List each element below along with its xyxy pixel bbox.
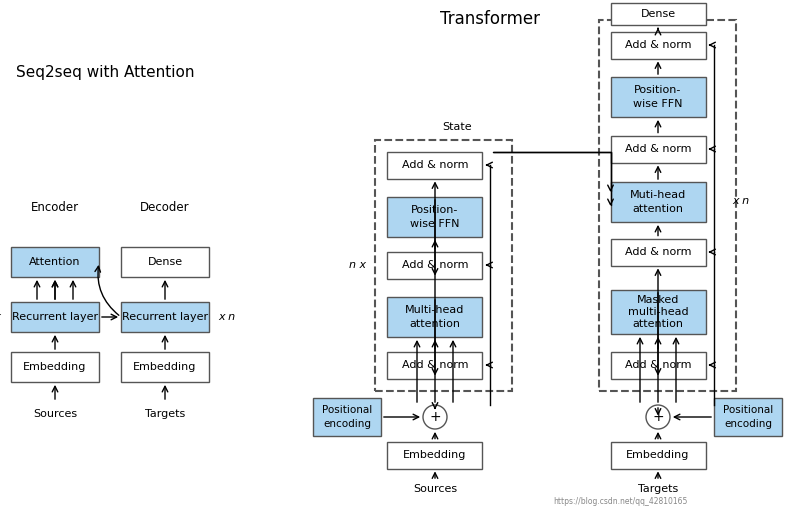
Text: Positional: Positional [723, 405, 773, 415]
Text: Encoder: Encoder [31, 200, 79, 213]
Text: https://blog.csdn.net/qq_42810165: https://blog.csdn.net/qq_42810165 [553, 497, 687, 506]
Text: Position-: Position- [411, 205, 458, 215]
Bar [313, 398, 381, 436]
Bar [387, 251, 482, 278]
Text: x n: x n [218, 312, 235, 322]
Text: Add & norm: Add & norm [625, 247, 691, 257]
Text: Add & norm: Add & norm [402, 260, 468, 270]
Text: Dense: Dense [147, 257, 182, 267]
Text: Add & norm: Add & norm [625, 360, 691, 370]
Bar [610, 3, 706, 25]
Bar [714, 398, 782, 436]
Text: attention: attention [633, 319, 683, 329]
Text: +: + [429, 410, 441, 424]
Text: +: + [652, 410, 664, 424]
Text: Dense: Dense [641, 9, 675, 19]
Text: Add & norm: Add & norm [625, 40, 691, 50]
Text: attention: attention [633, 204, 683, 214]
Bar [610, 31, 706, 58]
Text: multi-head: multi-head [628, 307, 688, 317]
Text: Embedding: Embedding [134, 362, 197, 372]
Text: Multi-head: Multi-head [406, 305, 465, 315]
Text: Position-: Position- [634, 85, 682, 95]
Bar [387, 197, 482, 237]
Text: Targets: Targets [638, 484, 678, 494]
Bar [375, 139, 513, 390]
Text: Add & norm: Add & norm [402, 360, 468, 370]
Bar [610, 77, 706, 117]
Bar [121, 247, 209, 277]
Text: Embedding: Embedding [403, 450, 466, 460]
Bar [610, 182, 706, 222]
Text: Muti-head: Muti-head [630, 190, 686, 200]
Bar [11, 302, 99, 332]
Text: Embedding: Embedding [23, 362, 86, 372]
Text: Add & norm: Add & norm [402, 160, 468, 170]
Text: Sources: Sources [413, 484, 457, 494]
Bar [610, 351, 706, 379]
Text: Attention: Attention [30, 257, 81, 267]
Bar [610, 238, 706, 266]
Circle shape [423, 405, 447, 429]
Text: Embedding: Embedding [626, 450, 690, 460]
Text: Positional: Positional [322, 405, 372, 415]
Bar [610, 442, 706, 468]
Text: wise FFN: wise FFN [634, 99, 682, 109]
Bar [121, 302, 209, 332]
Bar [387, 351, 482, 379]
Text: Transformer: Transformer [440, 10, 540, 28]
Text: Decoder: Decoder [140, 200, 190, 213]
Text: Sources: Sources [33, 409, 77, 419]
Circle shape [646, 405, 670, 429]
Text: Targets: Targets [145, 409, 185, 419]
Text: Recurrent layer: Recurrent layer [12, 312, 98, 322]
Text: n x: n x [349, 260, 366, 270]
Text: encoding: encoding [323, 419, 371, 429]
Bar [610, 290, 706, 334]
Bar [11, 352, 99, 382]
Text: attention: attention [410, 319, 461, 329]
Text: x n: x n [732, 196, 749, 205]
Text: State: State [442, 122, 472, 132]
Text: encoding: encoding [724, 419, 772, 429]
Bar [387, 297, 482, 337]
Text: n x: n x [0, 312, 2, 322]
Text: Masked: Masked [637, 295, 679, 305]
Text: wise FFN: wise FFN [410, 219, 460, 229]
Bar [387, 152, 482, 178]
Bar [610, 135, 706, 163]
Text: Recurrent layer: Recurrent layer [122, 312, 208, 322]
Text: Seq2seq with Attention: Seq2seq with Attention [16, 64, 194, 80]
Bar [598, 19, 735, 390]
Bar [11, 247, 99, 277]
Bar [387, 442, 482, 468]
Bar [121, 352, 209, 382]
Text: Add & norm: Add & norm [625, 144, 691, 154]
